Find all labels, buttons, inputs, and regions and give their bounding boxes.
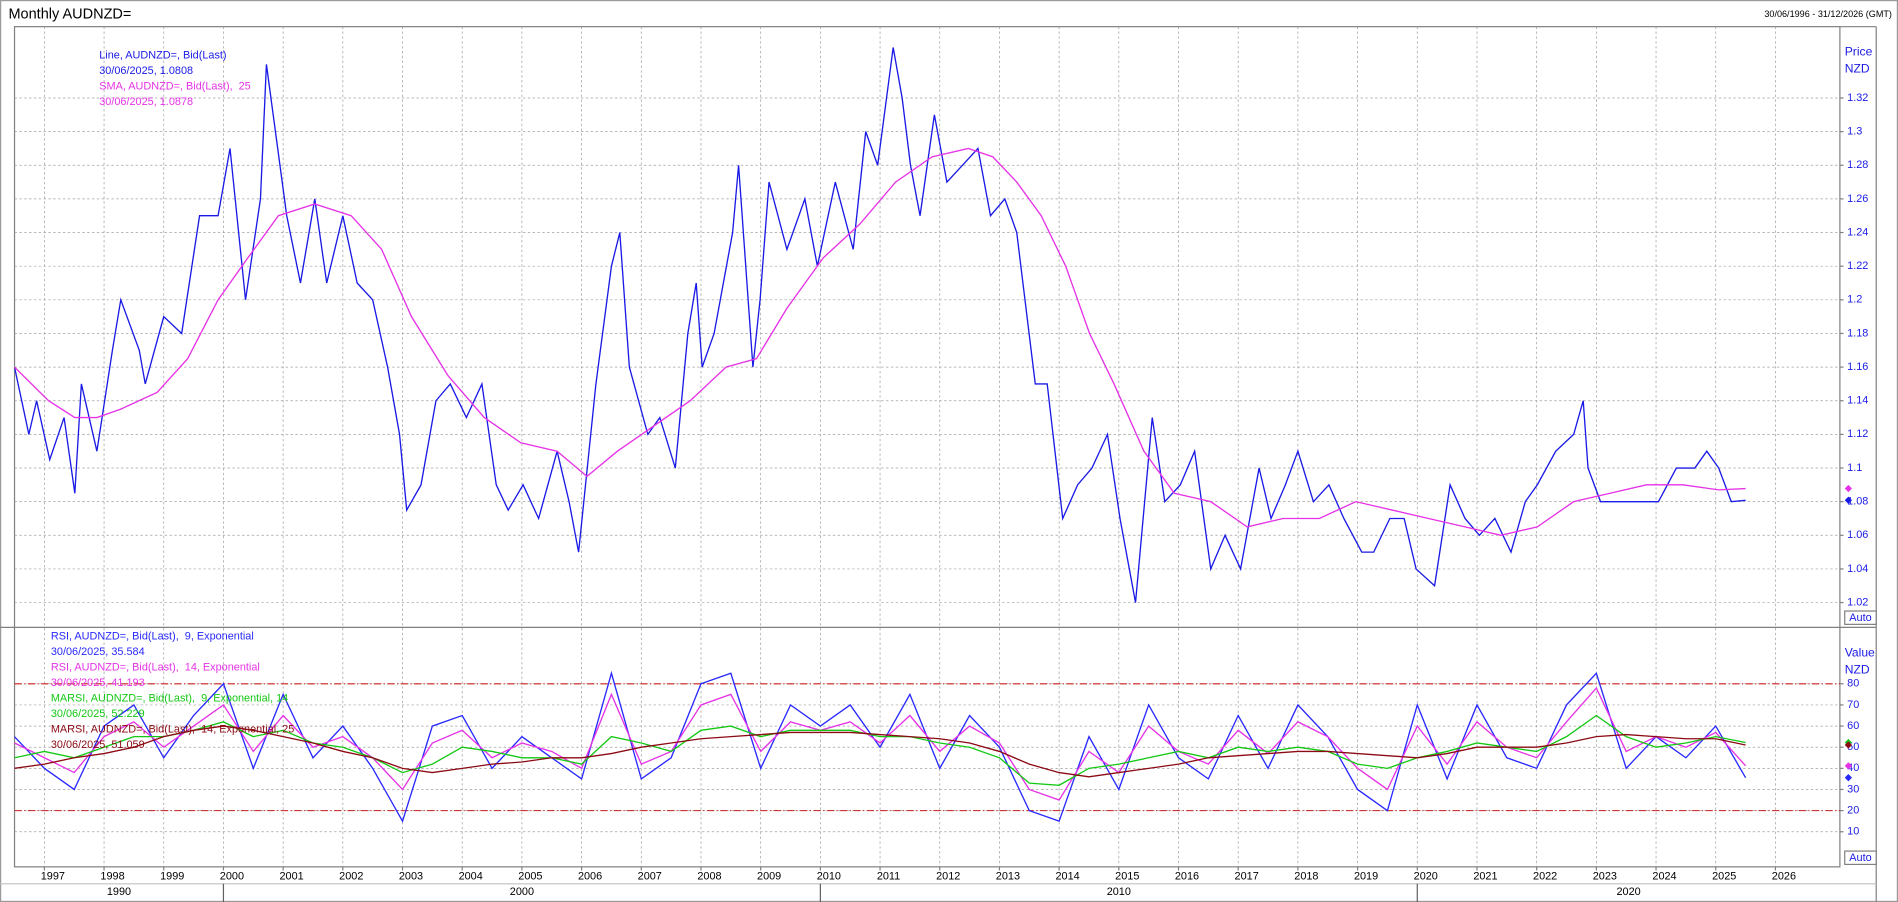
legend-entry: MARSI, AUDNZD=, Bid(Last), 9, Exponentia… [51, 692, 288, 704]
y-tick-label: 1.18 [1847, 327, 1868, 339]
decade-label: 2020 [1616, 886, 1640, 898]
y-tick-label: 80 [1847, 678, 1859, 690]
x-tick-label: 1998 [100, 870, 124, 882]
x-tick-label: 2018 [1294, 870, 1318, 882]
y-tick-label: 60 [1847, 720, 1859, 732]
x-tick-label: 2013 [996, 870, 1020, 882]
x-tick-label: 2009 [757, 870, 781, 882]
series-line [14, 686, 1747, 801]
x-tick-label: 2004 [459, 870, 483, 882]
x-tick-label: 2022 [1533, 870, 1557, 882]
y-tick-label: 30 [1847, 783, 1859, 795]
x-tick-label: 2015 [1115, 870, 1139, 882]
x-tick-label: 2012 [936, 870, 960, 882]
x-tick-label: 2011 [877, 870, 900, 882]
axis-label: Value [1845, 646, 1875, 660]
x-tick-label: 2007 [638, 870, 662, 882]
x-tick-label: 2023 [1593, 870, 1617, 882]
plot-layer: 1.02 1.04 1.06 1.08 1.1 1.12 1.14 1.16 1.18 1.2 1.… [14, 26, 1877, 902]
y-tick-label: 1.12 [1847, 428, 1868, 440]
x-tick-label: 2021 [1473, 870, 1497, 882]
series-line [14, 714, 1746, 786]
y-tick-label: 70 [1847, 699, 1859, 711]
date-range: 30/06/1996 - 31/12/2026 (GMT) [1764, 9, 1892, 19]
y-tick-label: 1.24 [1847, 226, 1868, 238]
x-tick-label: 2026 [1772, 870, 1796, 882]
legend-last-value: 30/06/2025, 52.229 [51, 708, 145, 720]
legend-entry: MARSI, AUDNZD=, Bid(Last), 14, Exponenti… [51, 723, 294, 735]
last-value-marker [1844, 496, 1853, 504]
y-tick-label: 1.26 [1847, 193, 1868, 205]
x-tick-label: 2002 [339, 870, 363, 882]
x-tick-label: 2025 [1712, 870, 1736, 882]
x-tick-label: 2014 [1055, 870, 1079, 882]
y-tick-label: 1.08 [1847, 496, 1868, 508]
y-tick-label: 1.28 [1847, 159, 1868, 171]
last-value-marker [1844, 484, 1853, 493]
legend-entry: RSI, AUDNZD=, Bid(Last), 9, Exponential [51, 630, 254, 642]
x-tick-label: 2016 [1175, 870, 1199, 882]
y-tick-label: 20 [1847, 804, 1859, 816]
x-tick-label: 2017 [1235, 870, 1259, 882]
y-tick-label: 1.02 [1847, 596, 1868, 608]
x-tick-label: 2006 [578, 870, 602, 882]
y-tick-label: 1.2 [1847, 294, 1862, 306]
auto-button[interactable] [1844, 610, 1877, 625]
auto-button[interactable] [1844, 850, 1877, 866]
y-tick-label: 1.3 [1847, 125, 1862, 137]
axis-label: Price [1845, 44, 1873, 58]
y-tick-label: 1.14 [1847, 395, 1868, 407]
legend-entry: Line, AUDNZD=, Bid(Last) [99, 50, 226, 62]
x-tick-label: 2008 [697, 870, 721, 882]
legend-entry: SMA, AUDNZD=, Bid(Last), 25 [99, 81, 250, 93]
x-tick-label: 2005 [518, 870, 542, 882]
auto-label[interactable]: Auto [1849, 612, 1871, 624]
y-tick-label: 1.16 [1847, 361, 1868, 373]
decade-label: 1990 [107, 886, 131, 898]
x-tick-label: 2019 [1354, 870, 1378, 882]
legend-entry: RSI, AUDNZD=, Bid(Last), 14, Exponential [51, 661, 260, 673]
last-value-marker [1844, 741, 1853, 749]
x-tick-label: 1999 [160, 870, 184, 882]
axis-label: NZD [1845, 663, 1870, 677]
axis-label: NZD [1845, 61, 1870, 75]
plot-frame [13, 26, 1841, 868]
x-tick-label: 2001 [280, 870, 304, 882]
last-value-marker [1844, 774, 1853, 782]
series-line [14, 147, 1746, 536]
decade-label: 2010 [1107, 886, 1131, 898]
x-tick-label: 2024 [1652, 870, 1676, 882]
x-tick-label: 2010 [817, 870, 841, 882]
series-line [14, 725, 1746, 778]
x-tick-label: 2003 [399, 870, 423, 882]
legend-last-value: 30/06/2025, 35.584 [51, 646, 145, 658]
x-tick-label: 2000 [220, 870, 244, 882]
y-tick-label: 1.22 [1847, 260, 1868, 272]
y-tick-label: 1.1 [1847, 462, 1862, 474]
series-line [14, 47, 1746, 603]
auto-label[interactable]: Auto [1849, 852, 1871, 864]
legend-last-value: 30/06/2025, 51.059 [51, 739, 145, 751]
legend-last-value: 30/06/2025, 1.0808 [99, 65, 193, 77]
y-tick-label: 1.32 [1847, 92, 1868, 104]
decade-label: 2000 [510, 886, 534, 898]
window-title: Monthly AUDNZD= [8, 6, 131, 22]
y-tick-label: 1.06 [1847, 529, 1868, 541]
x-tick-label: 1997 [41, 870, 65, 882]
x-tick-label: 2020 [1414, 870, 1438, 882]
legend-last-value: 30/06/2025, 41.193 [51, 677, 145, 689]
legend-last-value: 30/06/2025, 1.0878 [99, 96, 193, 108]
last-value-marker [1844, 762, 1853, 770]
y-tick-label: 10 [1847, 826, 1859, 838]
y-tick-label: 1.04 [1847, 563, 1868, 575]
